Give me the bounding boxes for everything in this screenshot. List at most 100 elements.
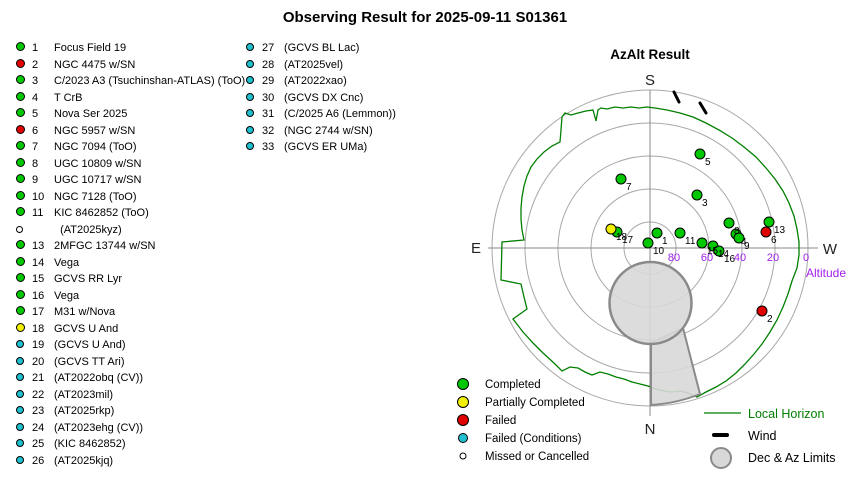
list-item-name: (AT2025vel) (284, 58, 344, 71)
plot-legend-label: Dec & Az Limits (748, 451, 836, 465)
list-item-name: GCVS U And (54, 322, 119, 335)
list-item-number: 27 (262, 42, 275, 54)
point-label-16: 16 (724, 254, 736, 265)
list-item-number: 21 (32, 372, 45, 384)
list-item: 25 (KIC 8462852) (16, 436, 126, 453)
list-item-number: 32 (262, 124, 275, 137)
legend-label-conditions: Failed (Conditions) (485, 433, 582, 445)
status-dot-icon (16, 124, 32, 137)
list-item-number: 5 (32, 108, 39, 120)
altitude-axis-label: Altitude (806, 266, 846, 280)
point-label-4: 4 (741, 237, 747, 248)
list-item-number: 22 (32, 388, 45, 401)
plot-point-18 (605, 223, 617, 235)
list-item: 27 (GCVS BL Lac) (246, 40, 359, 57)
list-item-name: (GCVS BL Lac) (284, 42, 360, 54)
list-item-number: 18 (32, 322, 45, 335)
list-item: 2 NGC 4475 w/SN (16, 56, 135, 73)
list-item: 11 KIC 8462852 (ToO) (16, 205, 149, 222)
az-limit-wedge (650, 326, 702, 407)
plot-point-1 (651, 227, 663, 239)
status-dot-icon (16, 256, 32, 269)
status-dot-icon (16, 356, 32, 368)
list-item: 32 (NGC 2744 w/SN) (246, 122, 373, 139)
status-dot-icon (16, 306, 32, 318)
list-item: 24 (AT2023ehg (CV)) (16, 419, 143, 436)
plot-legend-label: Local Horizon (748, 407, 824, 421)
list-item: 29 (AT2022xao) (246, 73, 347, 90)
point-label-9: 9 (744, 241, 750, 252)
page-title: Observing Result for 2025-09-11 S01361 (282, 9, 568, 26)
list-item-name: (GCVS DX Cnc) (284, 91, 364, 104)
legend-label-failed: Failed (485, 415, 516, 427)
list-item-name: (KIC 8462852) (54, 438, 126, 450)
wind-barb-icon (698, 101, 708, 115)
legend-dot-conditions (458, 433, 468, 443)
list-item: 16 Vega (16, 287, 79, 304)
list-item-name: Vega (54, 289, 80, 302)
altitude-tick-0: 0 (803, 252, 809, 264)
status-dot-icon (16, 339, 32, 351)
list-item-name: (GCVS TT Ari) (54, 355, 125, 368)
status-dot-icon (16, 141, 32, 153)
legend-dot-failed (457, 414, 469, 426)
list-item-name: NGC 7128 (ToO) (54, 190, 137, 203)
list-item-number: 6 (32, 124, 39, 137)
point-label-7: 7 (626, 182, 632, 193)
status-dot-icon (16, 422, 32, 434)
status-dot-icon (16, 91, 32, 104)
status-dot-icon (16, 289, 32, 302)
list-item-name: (AT2025kyz) (54, 223, 122, 236)
altitude-tick-60: 60 (701, 252, 713, 264)
list-item: 8 UGC 10809 w/SN (16, 155, 141, 172)
plot-point-7 (615, 173, 627, 185)
list-item-number: 26 (32, 454, 45, 467)
status-dot-icon (246, 75, 262, 87)
list-item: 14 Vega (16, 254, 79, 271)
list-item: 1 Focus Field 19 (16, 40, 126, 57)
list-item-number: 4 (32, 91, 39, 104)
list-item: 17 M31 w/Nova (16, 304, 115, 321)
list-item-name: C/2023 A3 (Tsuchinshan-ATLAS) (ToO) (54, 75, 246, 87)
plot-title: AzAlt Result (610, 47, 690, 62)
legend-dot-partial (457, 396, 469, 408)
compass-w: W (823, 241, 838, 258)
dec-az-limits-region (608, 260, 702, 407)
list-item-name: UGC 10809 w/SN (54, 157, 142, 170)
list-item-name: (AT2023ehg (CV)) (54, 421, 144, 434)
list-item: 30 (GCVS DX Cnc) (246, 89, 363, 106)
point-label-3: 3 (702, 198, 708, 209)
list-item-number: 8 (32, 157, 39, 170)
status-dot-icon (16, 322, 32, 335)
plot-point-9 (733, 232, 745, 244)
status-dot-icon (246, 141, 262, 153)
list-item-name: GCVS RR Lyr (54, 273, 123, 285)
compass-e: E (471, 240, 481, 257)
legend-label-partial: Partially Completed (485, 397, 585, 409)
list-item-number: 16 (32, 289, 45, 302)
plot-point-15 (696, 237, 708, 249)
list-item-number: 13 (32, 240, 45, 252)
status-dot-icon (246, 108, 262, 120)
list-item-name: (C/2025 A6 (Lemmon)) (284, 108, 396, 120)
list-item: 19 (GCVS U And) (16, 337, 126, 354)
list-item-number: 14 (32, 256, 45, 269)
list-item-name: (AT2025rkp) (54, 405, 115, 417)
status-dot-icon (16, 438, 32, 450)
list-item-number: 11 (32, 207, 44, 219)
plot-point-11 (674, 227, 686, 239)
list-item: 9 UGC 10717 w/SN (16, 172, 141, 189)
local-horizon-line (500, 106, 800, 398)
point-label-17: 17 (622, 235, 634, 246)
list-item: 33 (GCVS ER UMa) (246, 139, 367, 156)
compass-s: S (645, 72, 655, 89)
list-item-name: (AT2022obq (CV)) (54, 372, 144, 384)
list-item-number: 9 (32, 174, 39, 186)
list-item-name: 2MFGC 13744 w/SN (54, 240, 156, 252)
list-item-number: 1 (32, 42, 39, 54)
list-item-name: NGC 4475 w/SN (54, 58, 136, 71)
plot-text: AzAlt Result S N E W 80 60 40 20 0 Altitude (471, 47, 846, 438)
plot-point-5 (694, 148, 706, 160)
